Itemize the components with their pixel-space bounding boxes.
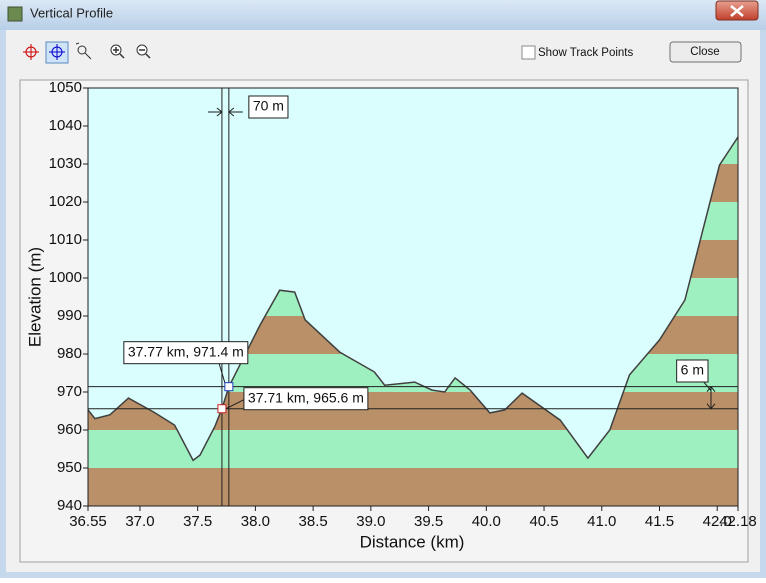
callout-leader (702, 380, 712, 391)
x-tick-label: 38.5 (299, 513, 328, 530)
callout-leader (225, 399, 245, 410)
x-axis-label: Distance (km) (360, 532, 465, 551)
toolbar (23, 41, 151, 64)
checkbox[interactable] (521, 45, 536, 60)
y-tick-label: 940 (57, 497, 82, 514)
y-distance-label: 6 m (681, 362, 704, 378)
blue-cursor-icon (49, 44, 65, 60)
close-button[interactable] (669, 41, 742, 63)
y-tick-label: 960 (57, 421, 82, 438)
x-tick-label: 42.18 (719, 513, 757, 530)
checkbox-label[interactable]: Show Track Points (538, 47, 633, 59)
y-tick-label: 1010 (49, 231, 82, 248)
y-tick-label: 950 (57, 459, 82, 476)
y-axis-label: Elevation (m) (25, 247, 44, 347)
select-tool[interactable] (75, 42, 92, 60)
x-tick-label: 37.0 (125, 513, 154, 530)
zoom-out[interactable] (136, 44, 151, 59)
cursor-label: 37.71 km, 965.6 m (248, 389, 364, 405)
x-tick-label: 37.5 (183, 513, 212, 530)
window-title: Vertical Profile (30, 5, 113, 20)
cursor-label-box (243, 387, 369, 411)
x-distance-label: 70 m (253, 98, 284, 114)
x-tick-label: 41.5 (645, 513, 674, 530)
cursor-marker (217, 404, 227, 414)
chart: 940 950 960 970 980 990 1000 1010 1020 1030 1040 10… (25, 79, 756, 552)
x-tick-label: 39.0 (356, 513, 385, 530)
title-bar (0, 0, 766, 30)
close-button-label: Close (690, 46, 719, 58)
callout-leader (218, 362, 226, 383)
y-tick-label: 990 (57, 307, 82, 324)
y-tick-label: 1020 (49, 193, 82, 210)
x-tick-label: 41.0 (587, 513, 616, 530)
y-tick-label: 1040 (49, 117, 82, 134)
cursor-label: 37.77 km, 971.4 m (128, 343, 244, 359)
x-tick-label: 40.5 (529, 513, 558, 530)
x-tick-label: 36.55 (69, 513, 107, 530)
y-tick-label: 1000 (49, 269, 82, 286)
red-cursor-tool[interactable] (23, 44, 39, 60)
window-close-x (730, 5, 744, 17)
x-distance-arrows (207, 107, 243, 117)
profile-line (87, 136, 739, 462)
y-tick-label: 980 (57, 345, 82, 362)
y-distance-label-box (676, 359, 709, 383)
x-tick-label: 39.5 (414, 513, 443, 530)
cursor-label-box (123, 341, 249, 365)
x-tick-label: 38.0 (241, 513, 270, 530)
y-tick-label: 1030 (49, 155, 82, 172)
plot-border (87, 87, 739, 507)
y-tick-label: 1050 (49, 79, 82, 96)
x-tick-label: 42.0 (703, 513, 732, 530)
x-distance-label-box (248, 95, 289, 119)
x-tick-label: 40.0 (472, 513, 501, 530)
elevation-band (88, 468, 738, 506)
app-icon (7, 6, 23, 22)
zoom-in[interactable] (110, 44, 125, 59)
y-tick-label: 970 (57, 383, 82, 400)
cursor-marker (224, 382, 234, 392)
